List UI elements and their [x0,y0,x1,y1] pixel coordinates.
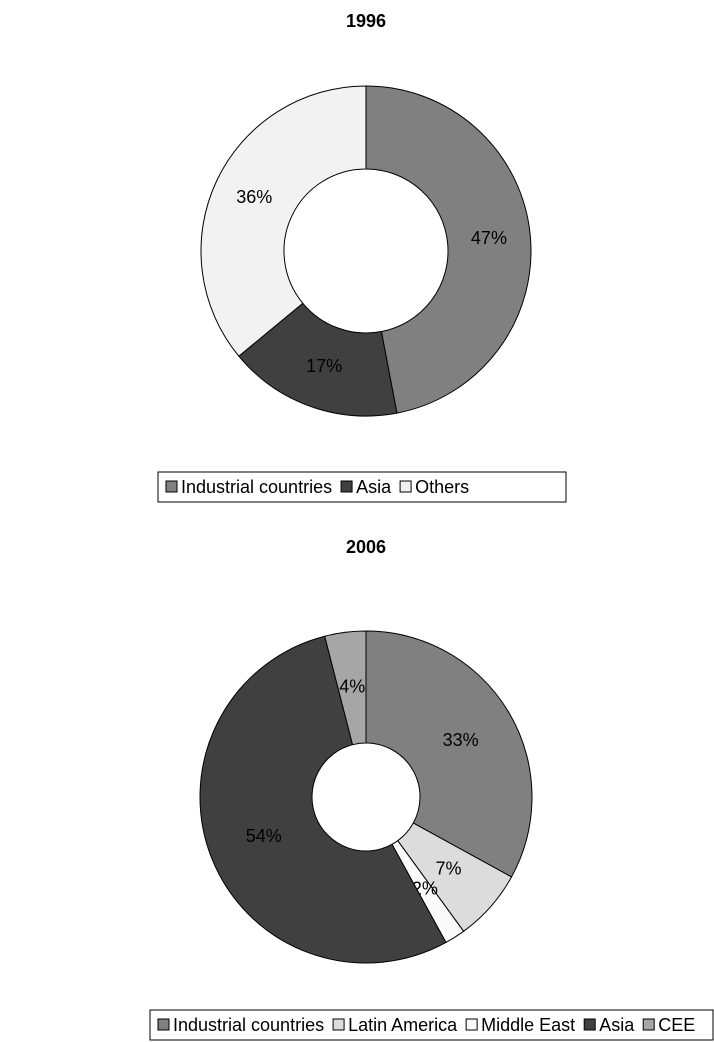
legend-box [157,471,567,503]
legend-swatch [465,1018,478,1031]
legend-label: Others [415,477,469,497]
legend-label: Asia [599,1015,635,1035]
donut-segment [200,85,367,357]
legend-label: Industrial countries [173,1015,324,1035]
data-label: 33% [443,730,479,750]
legend-swatch [642,1018,655,1031]
legend-swatch [165,480,178,493]
donut-segment [365,630,533,878]
data-label: 54% [246,826,282,846]
donut-segment [365,85,532,414]
legend-box [149,1009,714,1041]
donut-segment [199,635,447,964]
data-label: 7% [436,858,462,878]
legend-label: Latin America [348,1015,458,1035]
legend-label: Industrial countries [181,477,332,497]
data-label: 4% [339,677,365,697]
chart-title: 1996 [346,11,386,31]
legend-swatch [332,1018,345,1031]
data-label: 47% [471,228,507,248]
legend-label: Asia [356,477,392,497]
donut-segment [238,302,398,417]
data-label: 36% [236,187,272,207]
legend-swatch [340,480,353,493]
legend-label: CEE [658,1015,695,1035]
chart-title: 2006 [346,537,386,557]
donut-segment [324,630,367,746]
legend-swatch [157,1018,170,1031]
data-label: 17% [306,356,342,376]
legend-swatch [399,480,412,493]
legend-label: Middle East [481,1015,575,1035]
legend-swatch [583,1018,596,1031]
